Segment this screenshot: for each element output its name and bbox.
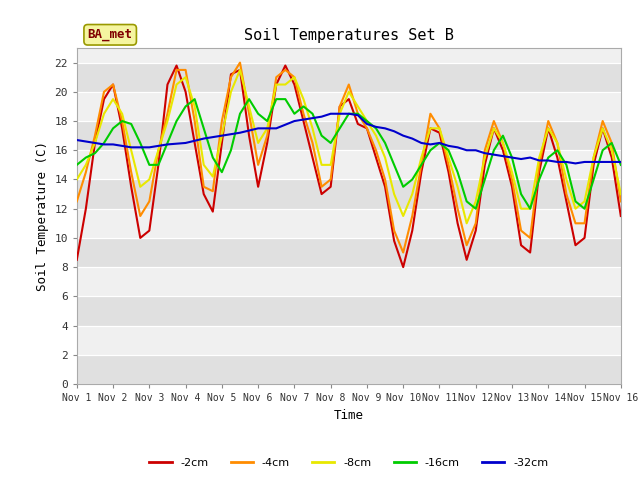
Title: Soil Temperatures Set B: Soil Temperatures Set B [244,28,454,43]
Bar [77,180,621,209]
Legend: -2cm, -4cm, -8cm, -16cm, -32cm: -2cm, -4cm, -8cm, -16cm, -32cm [145,454,553,472]
Bar [77,150,621,180]
Bar [77,92,621,121]
Text: BA_met: BA_met [88,28,132,41]
Y-axis label: Soil Temperature (C): Soil Temperature (C) [36,141,49,291]
Bar [77,209,621,238]
Bar [77,62,621,92]
Bar [77,296,621,325]
Bar [77,267,621,296]
Bar [77,325,621,355]
Bar [77,121,621,150]
Bar [77,355,621,384]
Bar [77,238,621,267]
X-axis label: Time: Time [334,408,364,421]
